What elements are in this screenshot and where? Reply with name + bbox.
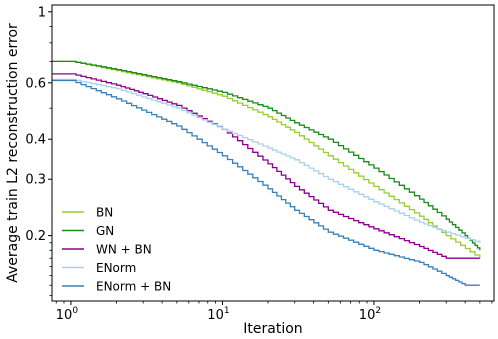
legend-label: ENorm + BN bbox=[96, 280, 171, 294]
y-tick-label: 0.4 bbox=[25, 133, 46, 148]
legend-label: BN bbox=[96, 206, 113, 220]
series-line-enorm bbox=[52, 78, 481, 243]
x-tick-label: 101 bbox=[207, 306, 229, 323]
axis-ticks: 100 101 102 1 0.6 0.4 0.3 0.2 bbox=[25, 5, 493, 323]
legend-label: ENorm bbox=[96, 261, 136, 275]
series-line-bn bbox=[52, 60, 481, 259]
series-lines bbox=[52, 60, 481, 286]
y-tick-label: 0.6 bbox=[25, 76, 46, 91]
series-line-enorm-bn bbox=[52, 79, 480, 286]
legend-label: GN bbox=[96, 224, 114, 238]
x-axis-label: Iteration bbox=[243, 321, 302, 337]
y-tick-label: 1 bbox=[38, 5, 46, 20]
x-tick-label: 102 bbox=[359, 306, 381, 323]
plot-frame bbox=[51, 4, 495, 302]
legend: BN GN WN + BN ENorm ENorm + BN bbox=[62, 206, 171, 294]
legend-label: WN + BN bbox=[96, 243, 152, 257]
series-line-wn-bn bbox=[52, 73, 480, 259]
series-line-gn bbox=[52, 60, 481, 251]
x-tick-label: 100 bbox=[56, 306, 79, 323]
y-axis-label: Average train L2 reconstruction error bbox=[5, 23, 21, 283]
y-tick-label: 0.3 bbox=[25, 173, 46, 188]
y-tick-label: 0.2 bbox=[25, 229, 46, 244]
